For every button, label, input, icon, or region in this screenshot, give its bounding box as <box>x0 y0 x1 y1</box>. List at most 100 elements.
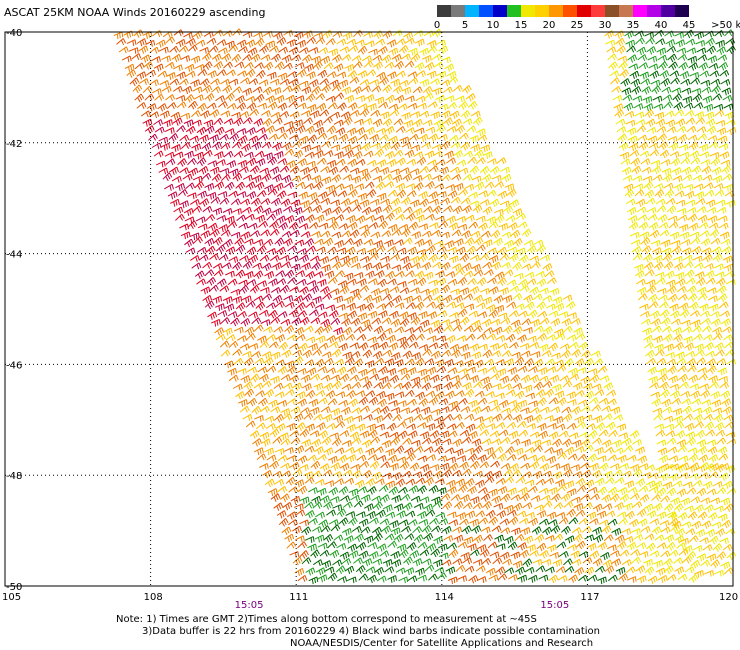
wind-barb <box>647 294 658 303</box>
wind-barb <box>699 303 709 312</box>
wind-barb <box>211 173 222 183</box>
wind-barb <box>274 237 285 247</box>
wind-barb <box>151 56 161 63</box>
wind-barb <box>647 55 658 63</box>
wind-barb <box>325 216 336 224</box>
wind-barb <box>233 357 244 365</box>
wind-barb <box>179 134 190 142</box>
wind-barb <box>296 69 307 78</box>
wind-barb <box>417 102 427 110</box>
wind-barb <box>490 229 501 239</box>
wind-barb <box>358 133 369 141</box>
wind-barb <box>586 542 597 551</box>
wind-barb <box>412 207 423 216</box>
wind-barb <box>542 326 553 335</box>
wind-barb <box>666 126 677 134</box>
wind-barb <box>675 278 686 287</box>
wind-barb <box>466 366 476 374</box>
wind-barb <box>357 312 368 321</box>
wind-barb <box>363 535 374 544</box>
wind-barb <box>460 142 471 151</box>
wind-barb <box>369 133 380 143</box>
wind-barb <box>465 510 476 519</box>
wind-barb <box>273 326 284 334</box>
wind-barb <box>255 158 266 167</box>
wind-barb <box>702 254 713 263</box>
colorbar-swatch <box>507 5 521 17</box>
wind-barb <box>205 245 216 255</box>
wind-barb <box>379 287 390 295</box>
wind-barb <box>306 367 317 376</box>
wind-barb <box>477 454 488 463</box>
wind-barb <box>680 78 691 86</box>
wind-barb <box>652 502 663 512</box>
wind-barb <box>647 575 658 584</box>
wind-barb <box>197 69 208 77</box>
wind-barb <box>450 318 461 326</box>
wind-barb <box>657 214 668 223</box>
wind-barb <box>480 493 491 502</box>
wind-barb <box>440 197 451 205</box>
wind-barb <box>168 133 179 142</box>
wind-barb <box>228 190 239 198</box>
wind-barb <box>432 383 443 392</box>
wind-barb <box>449 311 459 319</box>
wind-barb <box>692 174 703 182</box>
wind-barb <box>423 92 434 100</box>
wind-barb <box>463 293 474 301</box>
wind-barb <box>478 190 488 198</box>
wind-barb <box>621 559 632 567</box>
wind-barb <box>260 198 271 206</box>
wind-barb <box>173 29 184 37</box>
wind-barb <box>397 367 408 376</box>
wind-barb <box>661 398 672 407</box>
wind-barb <box>663 182 674 190</box>
map-frame <box>4 31 734 587</box>
wind-barb <box>621 470 632 478</box>
wind-barb <box>396 247 407 255</box>
wind-barb <box>512 238 523 247</box>
wind-barb <box>451 118 462 127</box>
wind-barb <box>658 454 669 464</box>
wind-barb <box>623 445 634 453</box>
wind-barb <box>393 382 404 390</box>
wind-barb <box>515 476 526 484</box>
wind-barb <box>519 549 530 559</box>
wind-barb <box>469 165 480 175</box>
wind-barb <box>524 479 535 487</box>
wind-barb <box>667 446 678 454</box>
wind-barb <box>374 148 385 158</box>
wind-barb <box>604 30 615 39</box>
wind-barb <box>692 255 703 263</box>
map-border <box>4 31 734 587</box>
wind-barb <box>317 574 328 583</box>
wind-barb <box>297 455 308 464</box>
wind-barb <box>182 85 193 95</box>
wind-barb <box>268 341 279 349</box>
wind-barb <box>499 287 509 296</box>
wind-barb <box>197 190 208 199</box>
wind-barb <box>564 446 575 456</box>
wind-barb <box>216 39 227 47</box>
wind-barb <box>548 431 559 440</box>
wind-barb <box>681 319 691 327</box>
wind-barb <box>672 327 682 336</box>
wind-barb <box>585 423 596 431</box>
wind-barb <box>399 461 410 470</box>
wind-barb <box>593 358 604 366</box>
wind-barb <box>373 382 384 389</box>
wind-barb <box>411 381 422 389</box>
wind-barb <box>477 367 487 375</box>
wind-barb <box>349 109 360 117</box>
wind-barb <box>287 245 298 253</box>
wind-barb <box>349 342 360 350</box>
wind-barb <box>685 277 696 285</box>
wind-barb <box>597 576 607 585</box>
wind-barb <box>249 284 260 294</box>
wind-barb <box>379 431 390 439</box>
wind-barb <box>689 71 700 79</box>
wind-barb <box>505 389 516 397</box>
wind-barb <box>567 312 577 319</box>
wind-barb <box>517 399 528 408</box>
wind-barb <box>446 125 457 133</box>
